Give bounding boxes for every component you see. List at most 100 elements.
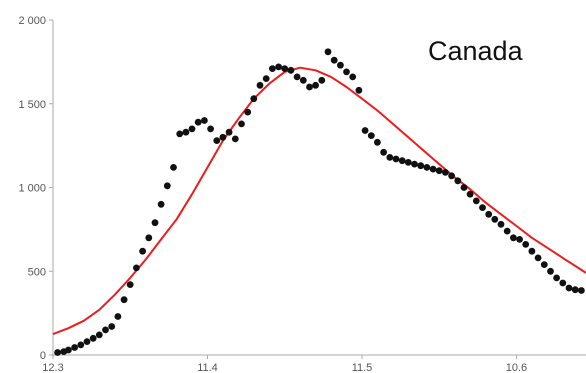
data-point xyxy=(442,169,449,176)
data-point xyxy=(182,128,190,136)
data-point xyxy=(491,215,499,223)
data-point xyxy=(256,81,264,89)
data-point xyxy=(565,284,573,292)
data-point xyxy=(553,274,560,282)
data-point xyxy=(157,200,165,208)
data-point xyxy=(275,63,282,71)
data-point xyxy=(367,132,375,140)
data-point xyxy=(497,220,505,228)
tick-labels: 0 500 1 000 1 500 2 000 12.3 11.4 11.5 10.6 xyxy=(18,15,527,373)
data-point xyxy=(269,65,276,72)
data-point xyxy=(337,61,344,69)
data-point xyxy=(213,137,221,145)
data-point xyxy=(429,165,437,173)
data-point xyxy=(516,236,523,243)
data-point xyxy=(392,155,400,163)
data-point xyxy=(330,56,338,64)
data-point xyxy=(102,326,109,334)
data-point xyxy=(126,281,134,288)
data-point xyxy=(374,138,381,146)
data-point xyxy=(77,341,85,349)
data-point xyxy=(361,127,369,134)
points-layer xyxy=(54,48,585,356)
data-point xyxy=(466,190,474,198)
data-point xyxy=(219,133,227,141)
data-point xyxy=(578,287,585,294)
data-point xyxy=(318,76,326,84)
data-point xyxy=(231,135,239,143)
data-point xyxy=(89,334,97,342)
data-point xyxy=(343,68,350,76)
data-point xyxy=(380,148,387,156)
axes xyxy=(52,20,586,356)
y-tick-label: 500 xyxy=(28,266,46,278)
data-point xyxy=(299,76,307,84)
data-point xyxy=(454,177,462,185)
data-point xyxy=(571,286,579,294)
data-point xyxy=(472,197,480,205)
x-tick-label: 10.6 xyxy=(506,362,527,373)
fit-curve xyxy=(52,66,586,336)
data-point xyxy=(398,157,406,165)
data-point xyxy=(114,313,122,320)
x-tick-label: 12.3 xyxy=(42,362,63,373)
data-point xyxy=(540,261,548,268)
data-point xyxy=(306,83,313,91)
data-point xyxy=(65,346,72,354)
data-point xyxy=(423,164,431,171)
data-point xyxy=(250,95,258,103)
data-point xyxy=(244,108,252,116)
data-point xyxy=(71,344,78,351)
data-point xyxy=(188,125,196,133)
data-point xyxy=(435,167,443,175)
fit-layer xyxy=(52,66,586,336)
data-point xyxy=(559,279,567,287)
data-point xyxy=(163,182,171,190)
data-point xyxy=(194,118,202,126)
data-point xyxy=(355,86,363,94)
data-point xyxy=(207,125,215,133)
data-point xyxy=(485,210,493,218)
data-point xyxy=(460,184,468,191)
data-point xyxy=(201,117,208,124)
data-point xyxy=(225,128,233,136)
data-point xyxy=(83,338,91,345)
data-point xyxy=(151,219,159,227)
data-point xyxy=(108,323,116,330)
data-point xyxy=(522,241,530,248)
data-point xyxy=(54,349,61,356)
chart-title: Canada xyxy=(428,36,524,66)
x-tick-label: 11.5 xyxy=(352,362,373,373)
data-point xyxy=(386,154,394,161)
data-point xyxy=(411,160,418,168)
ticks xyxy=(49,19,517,359)
data-point xyxy=(448,172,455,180)
data-point xyxy=(510,234,517,242)
data-point xyxy=(404,159,412,166)
x-tick-label: 11.4 xyxy=(197,362,218,373)
data-point xyxy=(170,164,177,171)
data-point xyxy=(287,66,295,74)
data-point xyxy=(281,65,289,72)
y-tick-label: 0 xyxy=(40,350,46,362)
data-point xyxy=(145,234,153,242)
data-point xyxy=(547,267,554,275)
data-point xyxy=(528,247,536,255)
data-point xyxy=(120,296,128,304)
data-point xyxy=(133,264,140,272)
data-point xyxy=(238,120,245,128)
data-point xyxy=(95,331,103,339)
data-point xyxy=(324,48,332,56)
y-tick-label: 2 000 xyxy=(18,15,46,27)
y-tick-label: 1 000 xyxy=(18,183,46,195)
data-point xyxy=(176,130,184,138)
data-point xyxy=(479,204,486,212)
data-point xyxy=(293,73,301,81)
data-point xyxy=(349,73,357,81)
y-tick-label: 1 500 xyxy=(18,99,46,111)
data-point xyxy=(417,162,425,170)
data-point xyxy=(534,254,542,262)
data-point xyxy=(139,247,147,255)
data-point xyxy=(312,81,319,89)
